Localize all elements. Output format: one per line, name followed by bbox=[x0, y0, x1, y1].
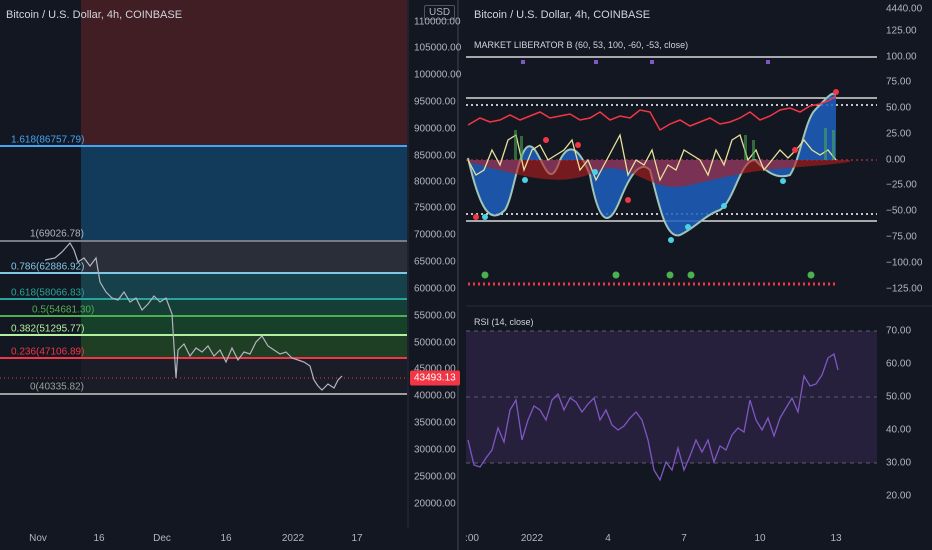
time-tick: 10 bbox=[754, 533, 766, 544]
fib-label-1618: 1.618(86757.79) bbox=[11, 134, 85, 146]
top-price-tick: 4440.00 bbox=[886, 3, 923, 15]
fib-label-0618: 0.618(58066.83) bbox=[11, 287, 85, 299]
indicator-tick: −75.00 bbox=[886, 231, 917, 243]
right-chart-title: Bitcoin / U.S. Dollar, 4h, COINBASE bbox=[474, 9, 651, 21]
price-tick: 100000.00 bbox=[414, 69, 462, 81]
time-tick: :00 bbox=[465, 533, 479, 544]
indicator-tick: 0.00 bbox=[886, 154, 906, 166]
price-tick: 105000.00 bbox=[414, 42, 462, 54]
price-tick: 30000.00 bbox=[414, 444, 456, 456]
rsi-label[interactable]: RSI (14, close) bbox=[474, 317, 534, 327]
fib-label-0382: 0.382(51295.77) bbox=[11, 323, 85, 335]
price-tick: 20000.00 bbox=[414, 498, 456, 510]
price-tick: 90000.00 bbox=[414, 123, 456, 135]
price-tick: 110000.00 bbox=[414, 16, 461, 28]
price-tick: 75000.00 bbox=[414, 202, 456, 214]
price-tick: 45000.00 bbox=[414, 363, 456, 375]
fib-label-0: 0(40335.82) bbox=[30, 381, 84, 393]
time-tick: Dec bbox=[153, 533, 171, 544]
fib-label-0236: 0.236(47106.89) bbox=[11, 346, 85, 358]
price-tick: 65000.00 bbox=[414, 256, 456, 268]
price-tick: 55000.00 bbox=[414, 310, 456, 322]
fib-label-1: 1(69026.78) bbox=[30, 228, 84, 240]
price-tick: 60000.00 bbox=[414, 283, 456, 295]
indicator-tick: 50.00 bbox=[886, 102, 912, 114]
price-tick: 50000.00 bbox=[414, 337, 456, 349]
rsi-tick: 70.00 bbox=[886, 325, 912, 337]
time-tick: Nov bbox=[29, 533, 47, 544]
rsi-tick: 40.00 bbox=[886, 424, 912, 436]
rsi-tick: 60.00 bbox=[886, 358, 912, 370]
current-price-badge: 43493.13 bbox=[410, 370, 460, 386]
time-tick: 7 bbox=[681, 533, 687, 544]
price-tick: 85000.00 bbox=[414, 150, 456, 162]
price-tick: 95000.00 bbox=[414, 96, 456, 108]
rsi-tick: 30.00 bbox=[886, 457, 912, 469]
time-tick: 16 bbox=[93, 533, 105, 544]
price-tick: 70000.00 bbox=[414, 229, 456, 241]
indicator-tick: −25.00 bbox=[886, 179, 917, 191]
left-chart-title: Bitcoin / U.S. Dollar, 4h, COINBASE bbox=[6, 9, 183, 21]
indicator-label[interactable]: MARKET LIBERATOR B (60, 53, 100, -60, -5… bbox=[474, 40, 689, 50]
indicator-tick: 75.00 bbox=[886, 76, 912, 88]
fib-label-0786: 0.786(62886.92) bbox=[11, 261, 85, 273]
time-tick: 2022 bbox=[520, 533, 544, 544]
time-tick: 2022 bbox=[281, 533, 305, 544]
indicator-tick: 25.00 bbox=[886, 128, 912, 140]
indicator-tick: −100.00 bbox=[886, 257, 923, 269]
indicator-tick: −125.00 bbox=[886, 283, 923, 295]
indicator-tick: −50.00 bbox=[886, 205, 917, 217]
fib-label-05: 0.5(54681.30) bbox=[32, 304, 95, 316]
indicator-tick: 100.00 bbox=[886, 51, 917, 63]
price-tick: 40000.00 bbox=[414, 390, 456, 402]
time-tick: 4 bbox=[605, 533, 611, 544]
price-tick: 80000.00 bbox=[414, 176, 456, 188]
currency-unit-label[interactable]: USD bbox=[424, 5, 456, 20]
time-tick: 16 bbox=[220, 533, 232, 544]
time-tick: 17 bbox=[351, 533, 363, 544]
price-tick: 25000.00 bbox=[414, 471, 456, 483]
rsi-tick: 20.00 bbox=[886, 490, 912, 502]
rsi-tick: 50.00 bbox=[886, 391, 912, 403]
price-tick: 35000.00 bbox=[414, 417, 456, 429]
time-tick: 13 bbox=[830, 533, 842, 544]
indicator-tick: 125.00 bbox=[886, 25, 917, 37]
